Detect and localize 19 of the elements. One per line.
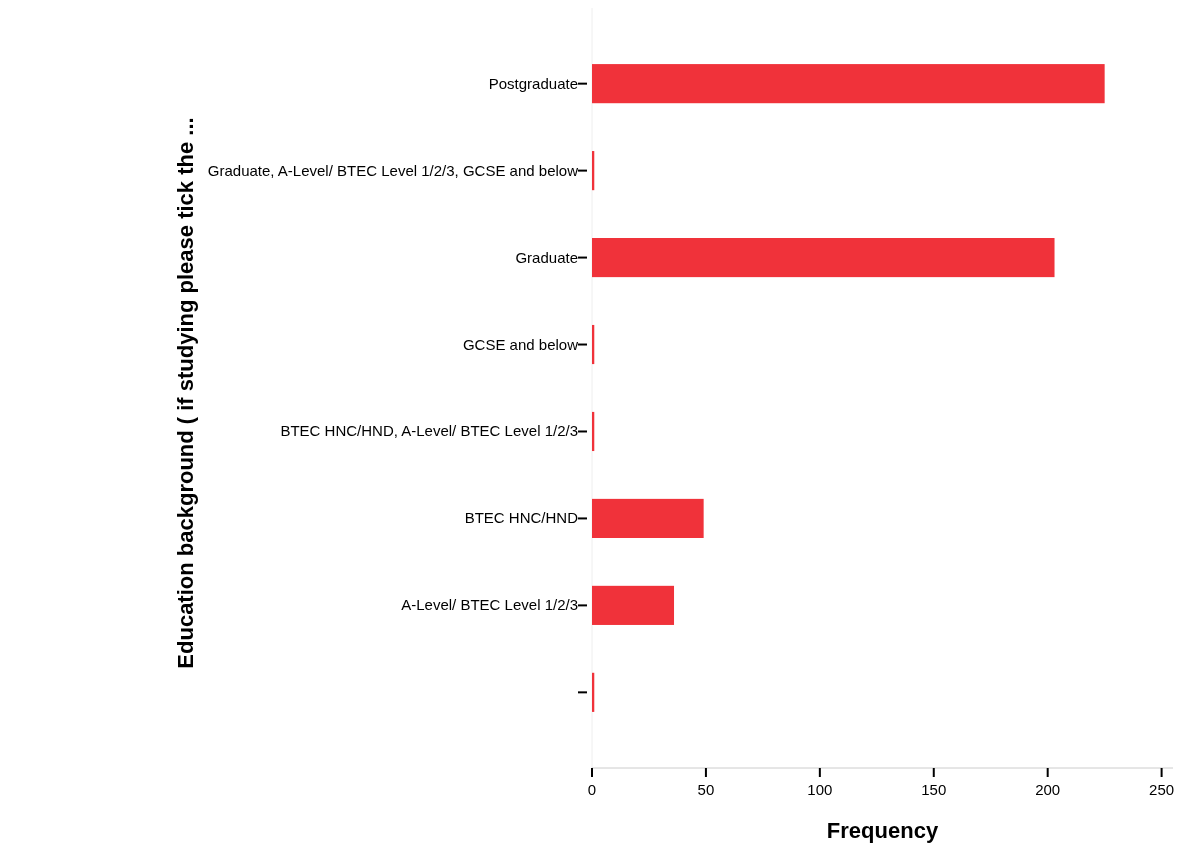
bar xyxy=(592,238,1055,278)
x-axis-title: Frequency xyxy=(826,818,939,843)
x-tick-label: 250 xyxy=(1149,781,1175,798)
y-tick-label: GCSE and below xyxy=(462,335,579,353)
y-axis-title: Education background ( if studying please tick the ... xyxy=(173,117,198,669)
bar xyxy=(592,64,1105,104)
y-tick-label: Graduate xyxy=(515,248,578,266)
bar xyxy=(592,585,675,625)
y-tick-label: Postgraduate xyxy=(488,74,578,92)
y-tick-label: BTEC HNC/HND xyxy=(464,509,579,527)
x-tick-label: 0 xyxy=(587,781,597,798)
y-tick-label: A-Level/ BTEC Level 1/2/3 xyxy=(401,596,578,614)
y-tick-label: Graduate, A-Level/ BTEC Level 1/2/3, GCSE and below xyxy=(207,161,579,179)
x-tick-label: 50 xyxy=(697,781,715,798)
x-tick-label: 100 xyxy=(807,781,833,798)
bar xyxy=(592,498,704,538)
x-tick-label: 150 xyxy=(921,781,947,798)
x-tick-label: 200 xyxy=(1035,781,1061,798)
y-tick-label: BTEC HNC/HND, A-Level/ BTEC Level 1/2/3 xyxy=(280,422,578,440)
